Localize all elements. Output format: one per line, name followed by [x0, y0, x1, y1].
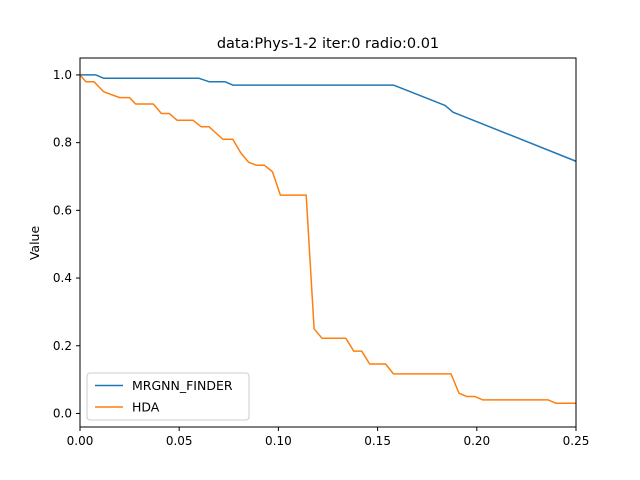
y-tick-label: 0.2 [53, 339, 72, 353]
y-tick-label: 0.4 [53, 271, 72, 285]
y-tick-label: 0.6 [53, 203, 72, 217]
x-axis-ticks: 0.00 0.05 0.10 0.15 0.20 0.25 [67, 427, 590, 448]
y-tick-label: 0.0 [53, 406, 72, 420]
series-line-1 [80, 74, 577, 162]
x-tick-label: 0.00 [67, 434, 94, 448]
legend-label-1: MRGNN_FINDER [132, 378, 233, 393]
x-tick-label: 0.05 [166, 434, 193, 448]
chart-title: data:Phys-1-2 iter:0 radio:0.01 [217, 36, 439, 52]
x-tick-label: 0.20 [463, 434, 490, 448]
legend-label-2: HDA [132, 400, 160, 415]
plot-frame [79, 57, 577, 428]
y-axis-label-group: Value [27, 226, 42, 261]
x-tick-label: 0.10 [265, 434, 292, 448]
x-tick-label: 0.15 [364, 434, 391, 448]
y-axis-label: Value [27, 226, 42, 261]
x-tick-label: 0.25 [563, 434, 590, 448]
legend-box [86, 372, 250, 421]
y-axis-ticks: 0.0 0.2 0.4 0.6 0.8 1.0 [53, 68, 80, 420]
series-line-2 [79, 74, 576, 405]
y-tick-label: 0.8 [53, 136, 72, 150]
y-tick-label: 1.0 [53, 68, 72, 82]
series-layer [79, 74, 577, 405]
legend: MRGNN_FINDER HDA [86, 372, 250, 421]
